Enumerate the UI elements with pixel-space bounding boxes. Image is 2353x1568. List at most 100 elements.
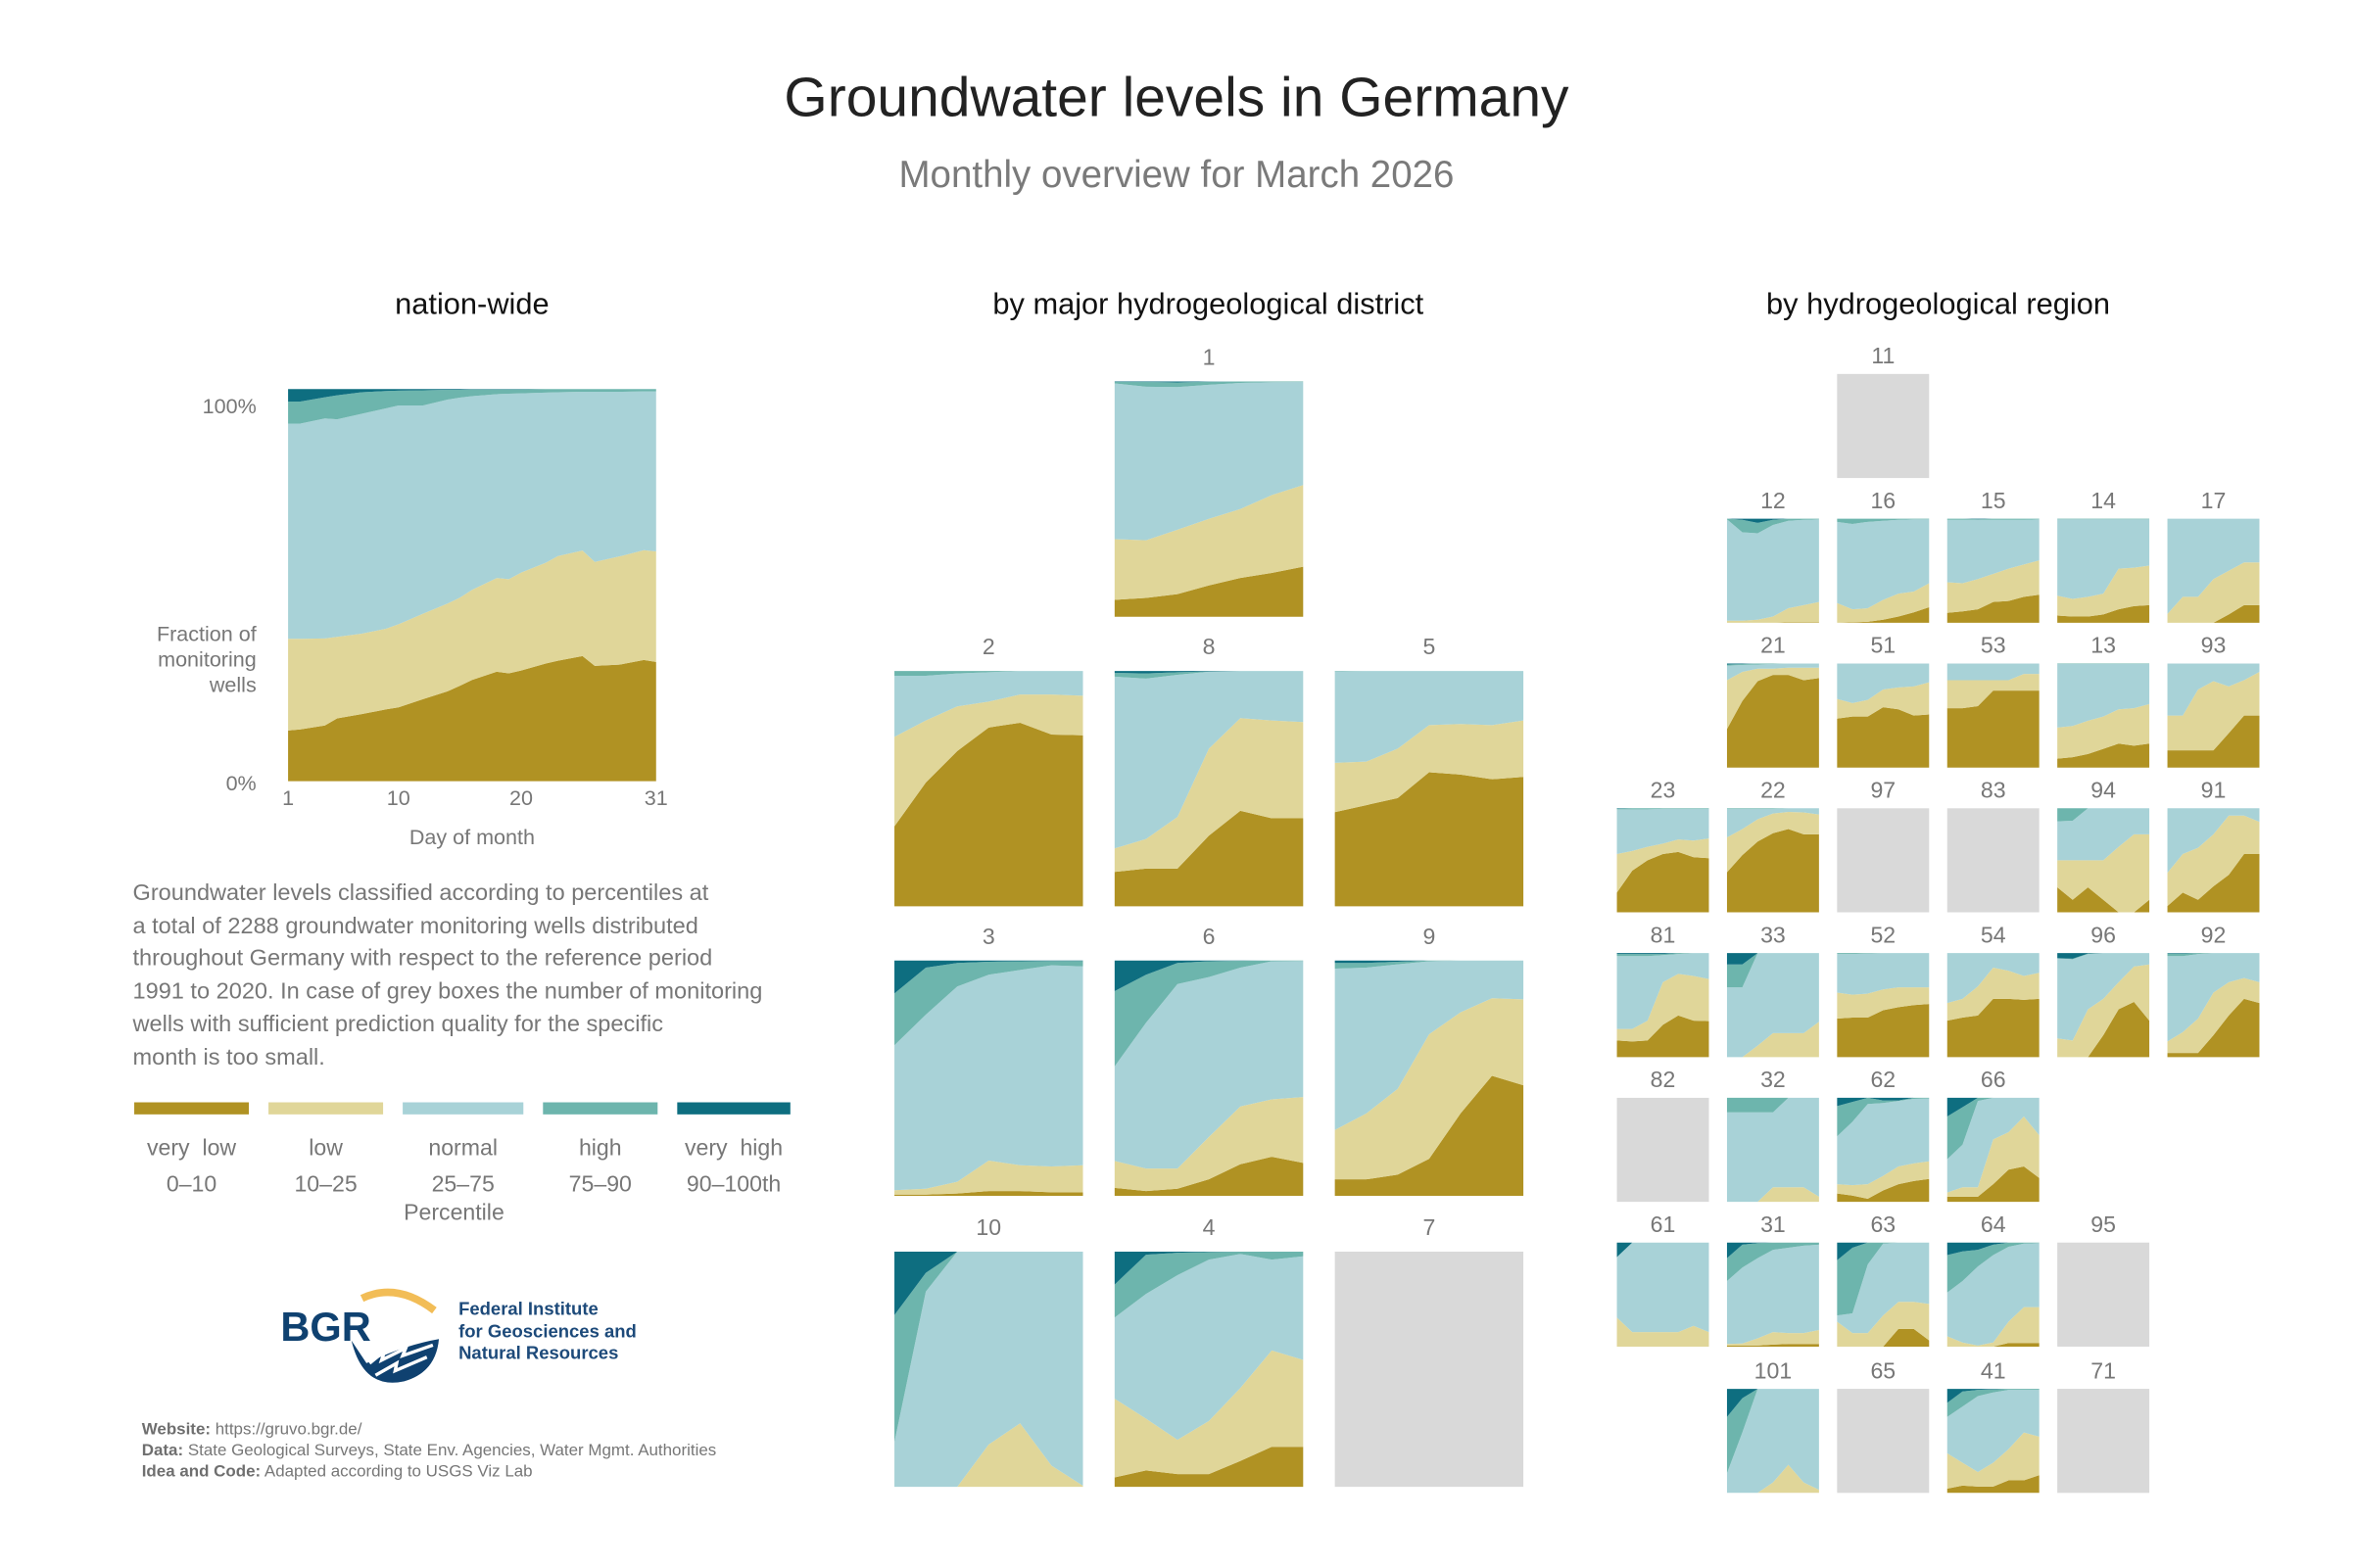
area-normal: [1946, 953, 2040, 1004]
area-very-high: [1616, 1242, 1709, 1258]
footer-website-label: Website:: [141, 1420, 212, 1439]
legend-range: 25–75: [431, 1170, 495, 1197]
area-very-low: [2057, 604, 2150, 623]
area-normal: [1114, 382, 1304, 541]
region-panel-13: 13: [2057, 633, 2150, 768]
panel-label: 83: [1981, 778, 2006, 803]
district-panel-6: 6: [1114, 924, 1304, 1196]
no-data-box: [1946, 808, 2040, 913]
area-low: [1114, 1097, 1304, 1192]
panel-label: 8: [1203, 634, 1216, 659]
panel-label: 41: [1981, 1357, 2006, 1383]
area-low: [2167, 815, 2260, 907]
area-normal: [1837, 1098, 1930, 1186]
panel-label: 7: [1422, 1214, 1435, 1240]
area-very-low: [1726, 675, 1819, 768]
area-very-low: [1616, 1015, 1709, 1058]
x-tick-label: 1: [282, 785, 294, 810]
area-very-low: [1837, 1178, 1930, 1203]
area-high: [1946, 518, 2040, 520]
area-high: [1726, 663, 1819, 666]
panel-label: 17: [2201, 488, 2227, 513]
legend-range: 75–90: [568, 1170, 632, 1197]
footer-idea-label: Idea and Code:: [141, 1463, 262, 1482]
logo-lines: [374, 1355, 428, 1377]
area-normal: [1837, 519, 1930, 610]
area-high: [1114, 671, 1304, 679]
legend-label: normal: [428, 1135, 498, 1162]
area-low: [1616, 838, 1709, 893]
panel-label: 1: [1203, 345, 1216, 370]
area-normal: [1726, 663, 1819, 681]
region-panel-22: 22: [1726, 778, 1819, 913]
area-high: [2167, 953, 2260, 957]
district-panel-5: 5: [1334, 634, 1524, 907]
area-low: [2057, 703, 2150, 759]
nationwide-y-axis: 100% 0% Fraction of monitoring wells: [157, 394, 258, 795]
panel-label: 97: [1870, 778, 1896, 803]
area-normal: [894, 1251, 1083, 1488]
no-data-box: [2057, 1389, 2150, 1494]
area-very-low: [2167, 715, 2260, 768]
area-very-low: [1837, 1328, 1930, 1347]
region-panel-61: 61: [1616, 1212, 1709, 1347]
footer-data: Data: State Geological Surveys, State En…: [142, 1441, 717, 1462]
district-panel-4: 4: [1114, 1214, 1304, 1488]
region-panel-81: 81: [1616, 922, 1709, 1058]
area-very-low: [1334, 1075, 1524, 1196]
nationwide-chart: [288, 389, 656, 782]
area-low: [288, 549, 656, 731]
area-normal: [1946, 1243, 2040, 1346]
area-normal: [1726, 1244, 1819, 1345]
area-very-low: [1946, 998, 2040, 1058]
x-axis-label: Day of month: [409, 825, 535, 849]
region-panel-32: 32: [1726, 1067, 1819, 1203]
area-very-high: [894, 960, 1083, 994]
area-very-high: [1726, 518, 1819, 523]
panel-label: 15: [1981, 488, 2006, 513]
panel-label: 3: [983, 924, 995, 949]
area-very-high: [1114, 1251, 1304, 1285]
area-low: [1726, 1464, 1819, 1494]
area-very-low: [2057, 743, 2150, 768]
panel-label: 61: [1651, 1212, 1676, 1237]
area-low: [1837, 583, 1930, 623]
no-data-box: [1837, 808, 1930, 913]
area-very-low: [1616, 851, 1709, 913]
area-low: [894, 1423, 1083, 1488]
x-tick-label: 31: [645, 785, 668, 810]
area-low: [1946, 560, 2040, 613]
region-panel-93: 93: [2167, 633, 2260, 768]
area-low: [2167, 671, 2260, 751]
area-normal: [1114, 961, 1304, 1169]
no-data-box: [1616, 1097, 1709, 1203]
area-high: [1114, 381, 1304, 388]
bgr-logo: BGR: [276, 1285, 450, 1391]
area-very-low: [1946, 1166, 2040, 1203]
panel-label: 5: [1422, 634, 1435, 659]
panel-label: 4: [1203, 1214, 1216, 1240]
legend-item: low 10–25: [258, 1131, 394, 1202]
area-very-low: [1837, 707, 1930, 768]
legend-swatch-low: [268, 1102, 384, 1115]
area-very-high: [288, 389, 656, 403]
panel-label: 6: [1203, 924, 1216, 949]
website-link[interactable]: https://gruvo.bgr.de/: [215, 1420, 362, 1439]
panel-label: 2: [983, 634, 995, 659]
footer-idea-text: Adapted according to USGS Viz Lab: [264, 1463, 533, 1482]
area-low: [1946, 1307, 2040, 1347]
region-panel-21: 21: [1726, 633, 1819, 768]
area-low: [1946, 1432, 2040, 1490]
area-high: [1726, 518, 1819, 534]
region-panel-54: 54: [1946, 922, 2040, 1058]
area-very-low: [2167, 998, 2260, 1058]
region-panel-95: 95: [2057, 1212, 2150, 1347]
description-line: 1991 to 2020. In case of grey boxes the …: [132, 978, 763, 1005]
area-low: [1726, 1187, 1819, 1203]
region-panel-53: 53: [1946, 633, 2040, 768]
region-panel-62: 62: [1837, 1067, 1930, 1203]
area-very-high: [1114, 960, 1304, 992]
region-panel-63: 63: [1837, 1212, 1930, 1347]
area-low: [1616, 974, 1709, 1042]
area-very-high: [1726, 1389, 1819, 1417]
